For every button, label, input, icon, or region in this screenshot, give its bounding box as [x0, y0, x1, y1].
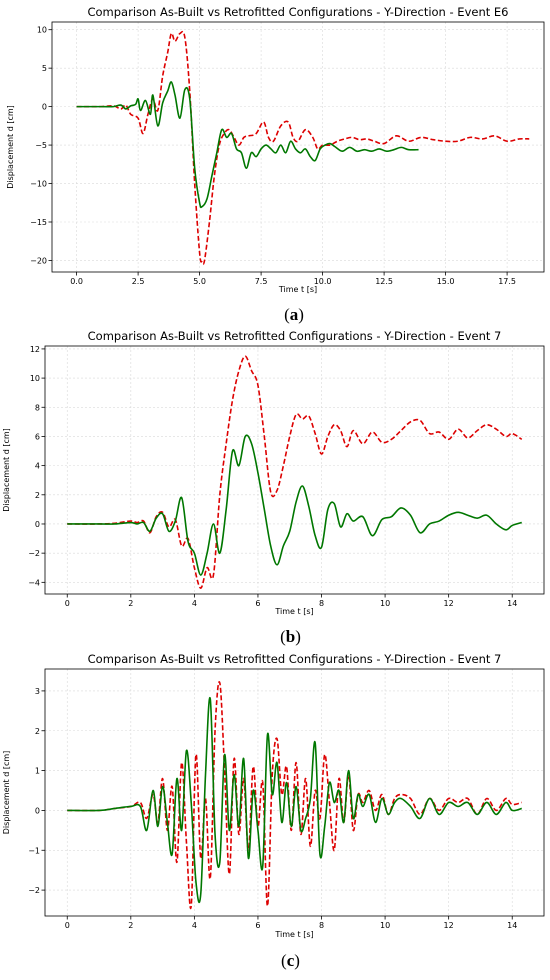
x-tick-label: 2 — [128, 921, 133, 930]
x-tick-label: 10.0 — [314, 277, 332, 286]
chart-title: Comparison As-Built vs Retrofitted Confi… — [88, 652, 502, 666]
y-tick-label: −2 — [28, 886, 40, 895]
plot-frame — [44, 345, 545, 595]
y-axis-label: Displacement d [cm] — [2, 428, 11, 512]
x-tick-label: 6 — [255, 599, 260, 608]
x-tick-label: 14 — [507, 921, 517, 930]
series-line-solid-green — [67, 434, 522, 576]
chart-b: 0 2 4 6 8 10 12 14 −4 −2 0 2 4 6 8 10 12 Comparison As-Bu… — [2, 329, 545, 646]
x-tick-label: 8 — [319, 599, 324, 608]
y-tick-label: −4 — [28, 578, 40, 587]
x-tick-label: 4 — [192, 921, 197, 930]
series-line-dashed-red — [67, 680, 522, 910]
x-tick-label: 0 — [65, 921, 70, 930]
chart-title: Comparison As-Built vs Retrofitted Confi… — [88, 329, 502, 343]
x-tick-label: 17.5 — [498, 277, 516, 286]
y-tick-label: 8 — [35, 403, 40, 412]
x-tick-label: 8 — [319, 921, 324, 930]
x-tick-label: 12 — [444, 599, 454, 608]
y-tick-label: 0 — [35, 520, 40, 529]
panel-caption: (b) — [280, 627, 301, 646]
panel-caption: (c) — [281, 951, 300, 970]
y-tick-label: 0 — [42, 103, 47, 112]
y-tick-label: 1 — [35, 767, 40, 776]
x-axis-label: Time t [s] — [278, 285, 317, 294]
series-line-solid-green — [67, 696, 522, 904]
x-tick-label: 4 — [192, 599, 197, 608]
series-line-solid-green — [76, 81, 419, 209]
x-tick-label: 6 — [255, 921, 260, 930]
y-tick-label: −10 — [30, 180, 47, 189]
x-tick-label: 12 — [444, 921, 454, 930]
y-tick-label: −2 — [28, 549, 40, 558]
x-tick-label: 2 — [128, 599, 133, 608]
y-tick-label: 4 — [35, 462, 40, 471]
x-tick-label: 7.5 — [255, 277, 268, 286]
plot-frame — [51, 21, 545, 273]
series-line-dashed-red — [67, 355, 523, 589]
series-line-dashed-red — [76, 30, 530, 266]
x-tick-label: 14 — [507, 599, 517, 608]
x-tick-label: 15.0 — [437, 277, 455, 286]
chart-a: 0.0 2.5 5.0 7.5 10.0 12.5 15.0 17.5 −20 −15 −10 −5 0… — [6, 5, 545, 324]
x-tick-label: 2.5 — [132, 277, 145, 286]
y-tick-label: −20 — [30, 256, 47, 265]
x-tick-label: 5.0 — [193, 277, 206, 286]
y-tick-label: 3 — [35, 687, 40, 696]
x-tick-label: 10 — [380, 599, 390, 608]
y-axis-label: Displacement d [cm] — [2, 751, 11, 835]
y-tick-label: 10 — [37, 26, 47, 35]
chart-title: Comparison As-Built vs Retrofitted Confi… — [87, 5, 508, 19]
x-tick-label: 0.0 — [70, 277, 83, 286]
y-axis-label: Displacement d [cm] — [6, 105, 15, 189]
y-tick-label: 10 — [30, 374, 40, 383]
x-tick-label: 0 — [65, 599, 70, 608]
plot-frame — [44, 668, 545, 917]
x-tick-label: 12.5 — [375, 277, 393, 286]
x-tick-label: 10 — [380, 921, 390, 930]
x-axis-label: Time t [s] — [274, 930, 313, 939]
y-tick-label: 0 — [35, 806, 40, 815]
y-tick-label: −1 — [28, 846, 40, 855]
panel-caption: (a) — [284, 305, 304, 324]
y-tick-label: 5 — [42, 64, 47, 73]
y-tick-label: 2 — [35, 727, 40, 736]
y-tick-label: −5 — [35, 141, 47, 150]
x-axis-label: Time t [s] — [274, 607, 313, 616]
y-tick-label: −15 — [30, 218, 47, 227]
y-tick-label: 12 — [30, 345, 40, 354]
y-tick-label: 6 — [35, 432, 40, 441]
y-tick-label: 2 — [35, 491, 40, 500]
